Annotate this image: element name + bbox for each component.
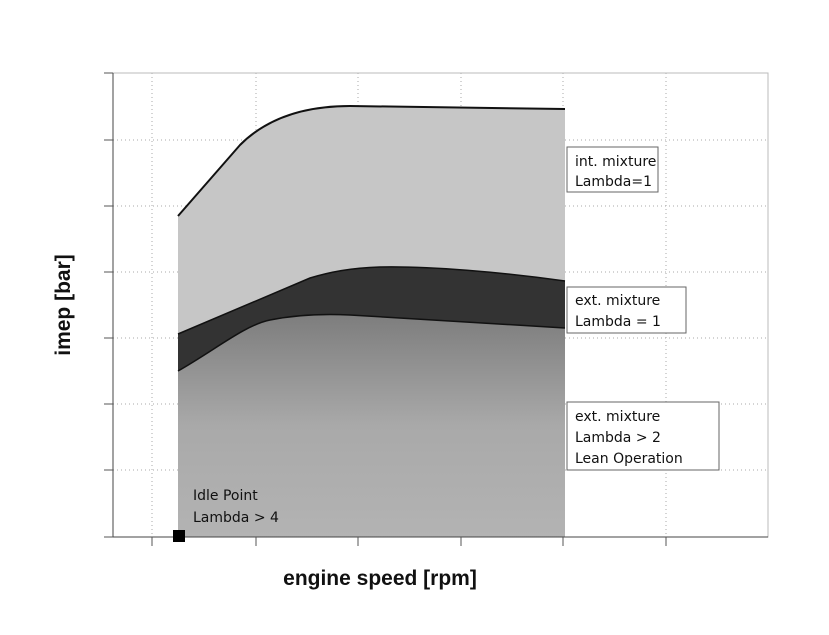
annotation-text: Lean Operation [575, 451, 683, 467]
lean-region [178, 314, 565, 537]
axes [104, 72, 768, 546]
annotation-text: Lambda=1 [575, 174, 652, 190]
annotation-text: Idle Point [193, 488, 258, 504]
annotation-text: ext. mixture [575, 409, 660, 425]
annotation-box [566, 286, 687, 334]
annotation-text: Lambda > 2 [575, 430, 661, 446]
annotation-box [566, 401, 720, 471]
annotation-text: Lambda > 4 [193, 510, 279, 526]
boundary-line [177, 104, 566, 217]
annotation-text: ext. mixture [575, 293, 660, 309]
boundary-line [177, 266, 566, 335]
boundary-line [177, 313, 566, 372]
idle-point [173, 530, 185, 542]
annotation-text: int. mixture [575, 154, 656, 170]
annotation-text: Lambda = 1 [575, 314, 661, 330]
ext-mixture-region [178, 266, 565, 371]
int-mixture-region [178, 106, 565, 334]
x-axis-label: engine speed [rpm] [283, 567, 477, 590]
y-axis-label: imep [bar] [52, 254, 75, 356]
annotation-box [566, 146, 659, 193]
